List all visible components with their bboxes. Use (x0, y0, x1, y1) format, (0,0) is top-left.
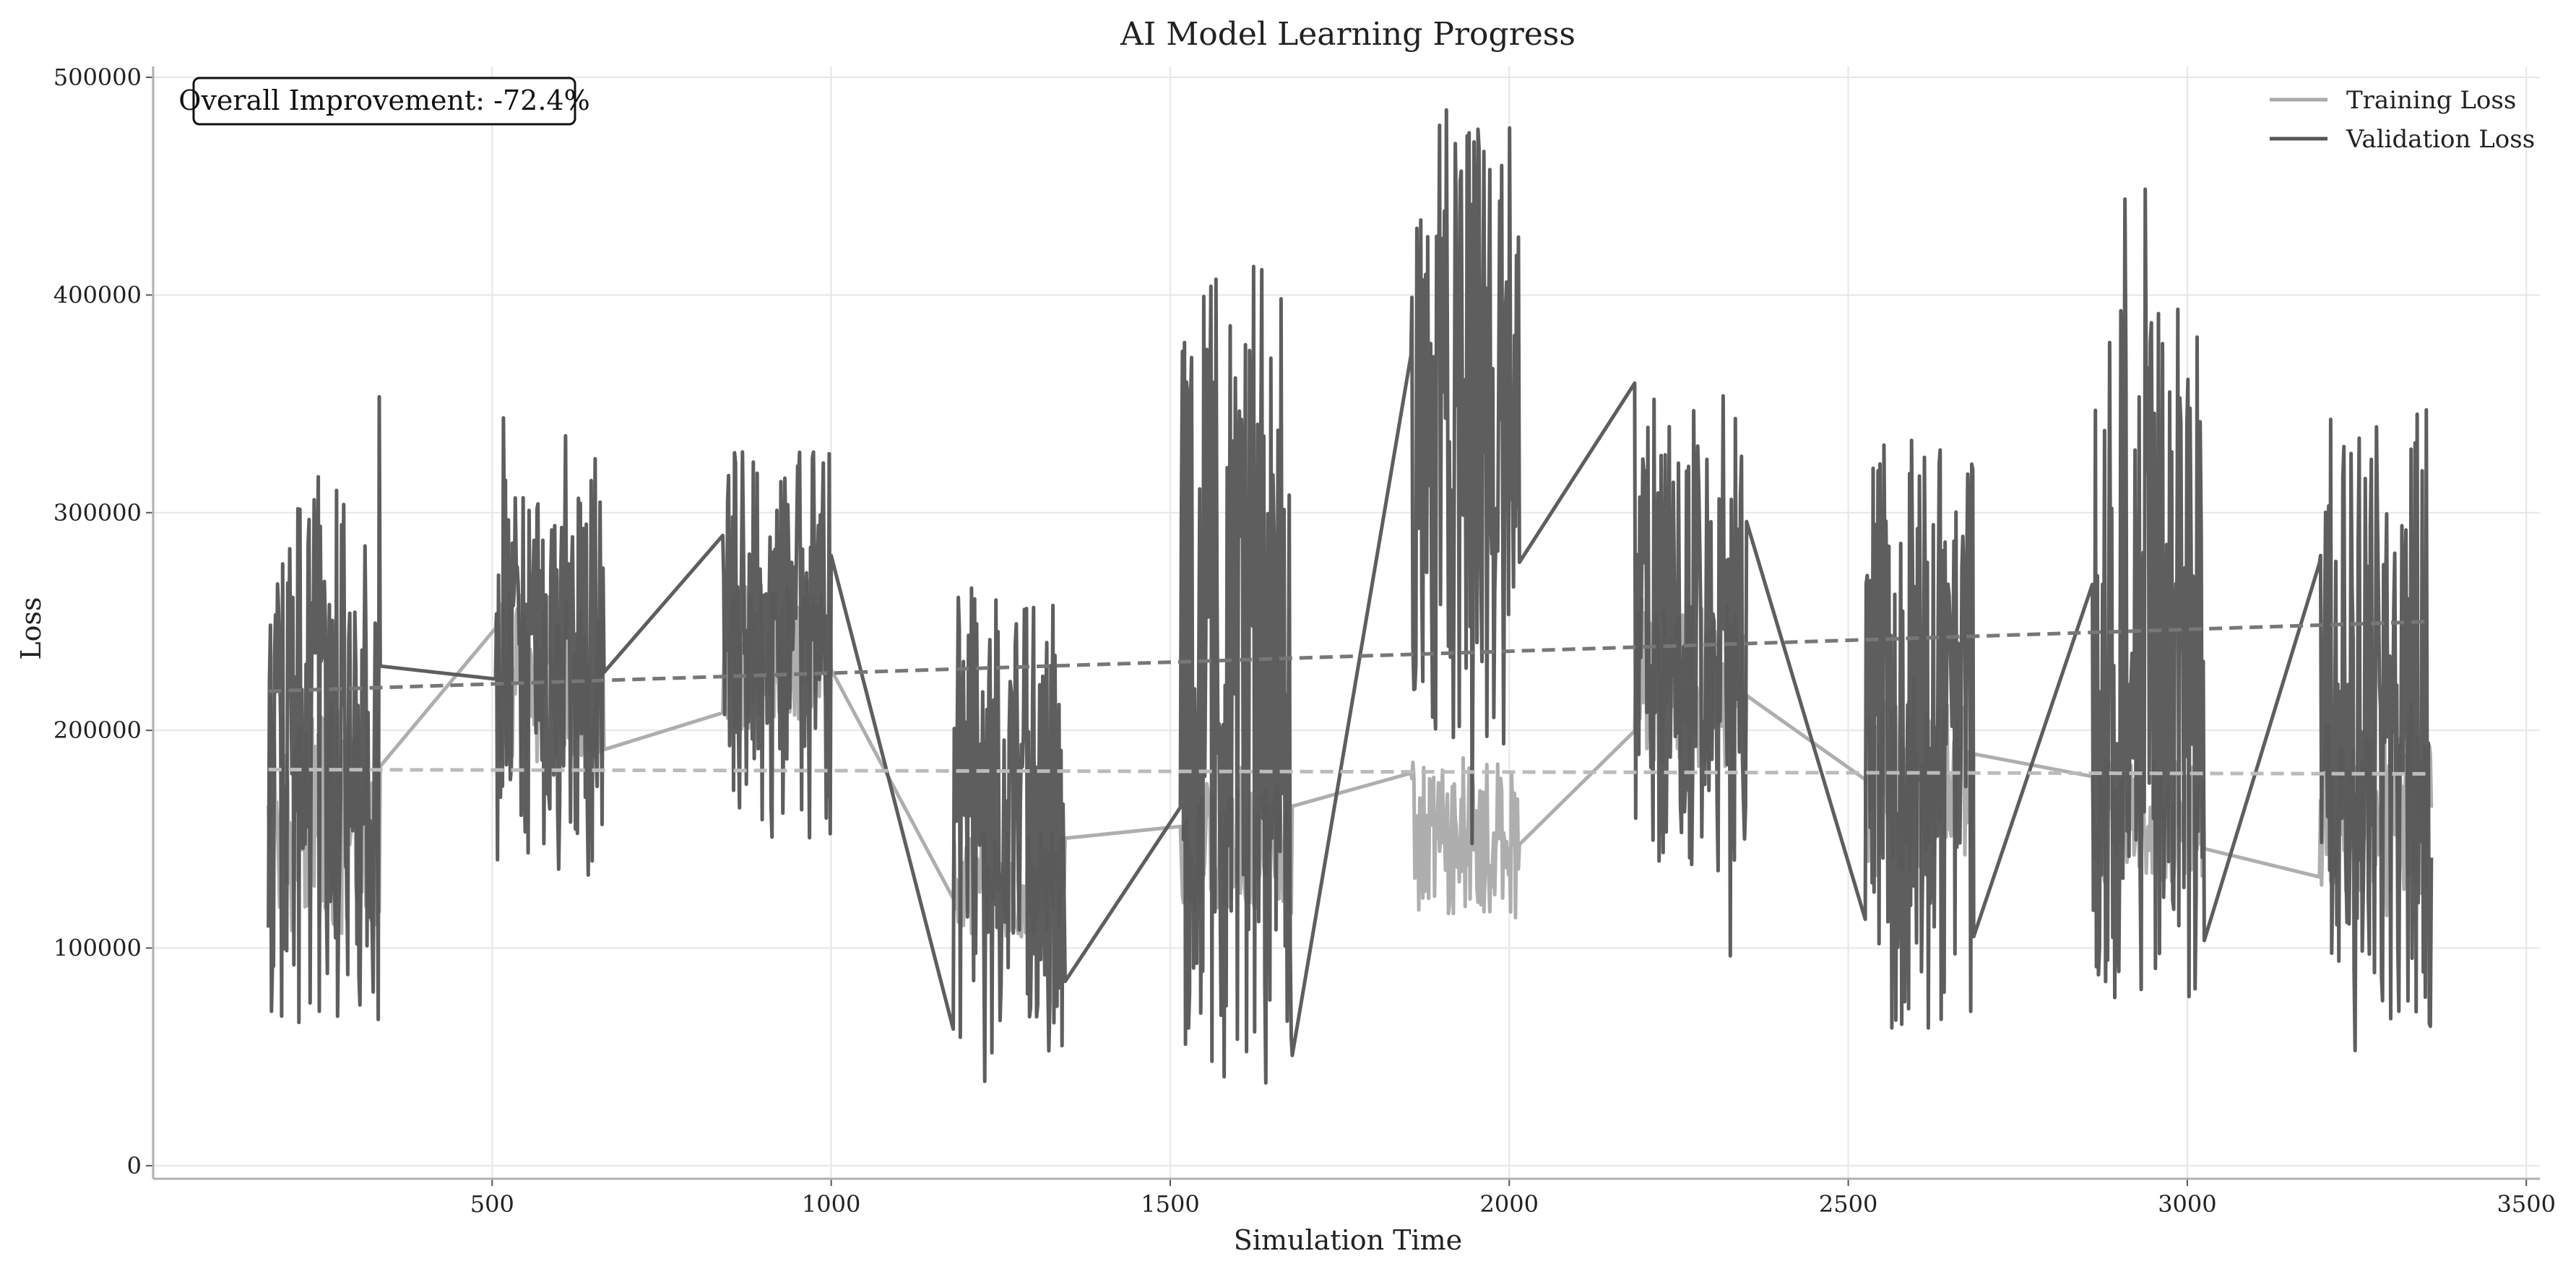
legend-label-training: Training Loss (2346, 86, 2516, 115)
y-tick-label: 500000 (53, 64, 142, 91)
y-tick-label: 0 (127, 1152, 142, 1179)
x-axis-label: Simulation Time (1234, 1224, 1462, 1256)
validation-loss-trend (268, 619, 2432, 693)
x-tick-label: 1500 (1141, 1190, 1199, 1218)
x-tick-label: 500 (470, 1190, 514, 1218)
legend-label-validation: Validation Loss (2346, 125, 2535, 154)
x-tick-label: 2000 (1480, 1190, 1539, 1218)
axis-ticks: 500 1000 1500 2000 2500 3000 3500 0 100000 200000… (53, 64, 2556, 1218)
series-lines (267, 108, 2434, 1085)
x-tick-label: 1000 (802, 1190, 860, 1218)
x-tick-label: 2500 (1819, 1190, 1877, 1218)
y-axis-label: Loss (15, 597, 47, 659)
trend-lines (268, 619, 2432, 776)
y-tick-label: 300000 (53, 499, 142, 527)
annotation-text: Overall Improvement: -72.4% (178, 85, 589, 116)
annotation-box: Overall Improvement: -72.4% (178, 77, 590, 126)
y-tick-label: 200000 (53, 717, 142, 744)
chart-title: AI Model Learning Progress (1120, 16, 1576, 53)
y-tick-label: 100000 (53, 935, 142, 962)
x-tick-label: 3500 (2497, 1190, 2556, 1218)
legend: Training Loss Validation Loss (2270, 86, 2535, 154)
annotation-frame (192, 77, 576, 126)
axes-spines (152, 66, 2540, 1180)
y-tick-label: 400000 (53, 281, 142, 308)
training-loss-trend (268, 767, 2432, 776)
x-tick-label: 3000 (2158, 1190, 2216, 1218)
validation-loss-line (267, 108, 2434, 1085)
